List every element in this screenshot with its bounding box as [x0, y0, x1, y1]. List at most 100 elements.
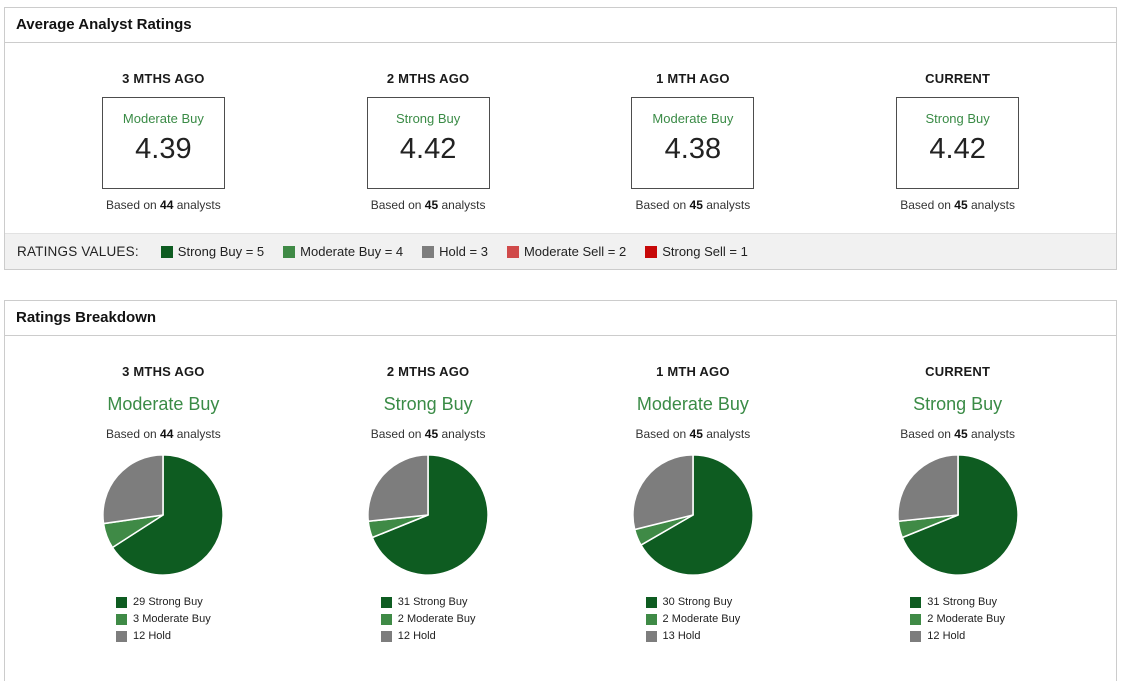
ratings-breakdown-panel: Ratings Breakdown 3 MTHS AGO Moderate Bu… [4, 300, 1117, 681]
hold-swatch-icon [645, 630, 657, 642]
pie-legend-text: 29 Strong Buy [133, 596, 203, 608]
pie-legend-row: 2 Moderate Buy [910, 613, 1005, 625]
based-on-prefix: Based on [900, 427, 951, 441]
consensus-label: Strong Buy [395, 111, 461, 126]
pie-legend-text: 12 Hold [133, 630, 171, 642]
based-on-suffix: analysts [970, 427, 1016, 441]
hold-swatch-icon [910, 630, 922, 642]
based-on-suffix: analysts [970, 198, 1016, 212]
analyst-count: 45 [689, 198, 703, 212]
based-on-prefix: Based on [370, 427, 422, 441]
pie-legend-row: 12 Hold [380, 630, 476, 642]
consensus-label: Strong Buy [913, 394, 1003, 414]
pie-legend: 31 Strong Buy 2 Moderate Buy 12 Hold [910, 596, 1005, 647]
ratings-pie-chart [102, 454, 225, 576]
period-title: CURRENT [925, 364, 991, 379]
rating-value: 4.38 [664, 133, 722, 165]
pie-legend: 30 Strong Buy 2 Moderate Buy 13 Hold [645, 596, 741, 647]
ratings-values-legend-bar: RATINGS VALUES: Strong Buy = 5 Moderate … [5, 233, 1116, 269]
based-on-text: Based on 44 analysts [31, 198, 296, 212]
consensus-label: Moderate Buy [122, 111, 204, 126]
pie-legend-text: 3 Moderate Buy [133, 613, 211, 625]
rating-value: 4.42 [929, 133, 986, 165]
based-on-prefix: Based on [900, 198, 951, 212]
based-on-text: Based on 45 analysts [561, 427, 826, 441]
pie-legend-row: 3 Moderate Buy [116, 613, 211, 625]
pie-legend-row: 12 Hold [910, 630, 1005, 642]
strong-buy-swatch-icon [380, 596, 392, 608]
based-on-text: Based on 45 analysts [296, 427, 561, 441]
ratings-values-label: RATINGS VALUES: [17, 244, 139, 259]
strong-buy-swatch-icon [645, 596, 657, 608]
rating-period-column: 3 MTHS AGO Moderate Buy 4.39 Based on 44… [31, 71, 296, 212]
pie-legend-row: 2 Moderate Buy [380, 613, 476, 625]
strong-buy-swatch-icon [116, 596, 128, 608]
ratings-value-legend-text: Strong Buy = 5 [177, 244, 265, 259]
rating-color-swatch-icon [160, 245, 173, 258]
pie-legend-row: 2 Moderate Buy [645, 613, 740, 625]
rating-color-swatch-icon [283, 245, 296, 258]
consensus-label: Strong Buy [383, 394, 473, 414]
moderate-buy-swatch-icon [645, 613, 657, 625]
rating-period-column: CURRENT Strong Buy 4.42 Based on 45 anal… [825, 71, 1090, 212]
pie-legend-row: 31 Strong Buy [380, 596, 476, 608]
hold-swatch-icon [116, 630, 128, 642]
breakdown-column: 1 MTH AGO Moderate Buy Based on 45 analy… [561, 364, 826, 647]
ratings-pie-chart [367, 454, 489, 576]
pie-legend-text: 12 Hold [927, 630, 966, 642]
period-title: 1 MTH AGO [656, 71, 730, 86]
average-ratings-panel: Average Analyst Ratings 3 MTHS AGO Moder… [4, 7, 1117, 270]
pie-legend-text: 13 Hold [662, 630, 701, 642]
pie-legend-row: 12 Hold [116, 630, 211, 642]
pie-legend-text: 12 Hold [397, 630, 436, 642]
ratings-value-legend-item: Moderate Sell = 2 [506, 244, 626, 259]
period-title: 3 MTHS AGO [122, 71, 205, 86]
moderate-buy-swatch-icon [910, 613, 922, 625]
rating-period-column: 1 MTH AGO Moderate Buy 4.38 Based on 45 … [561, 71, 826, 212]
hold-swatch-icon [380, 630, 392, 642]
rating-box: Moderate Buy 4.38 [631, 97, 755, 189]
rating-value: 4.39 [135, 133, 192, 165]
period-title: 2 MTHS AGO [386, 71, 470, 86]
pie-legend: 29 Strong Buy 3 Moderate Buy 12 Hold [116, 596, 211, 647]
moderate-buy-swatch-icon [116, 613, 128, 625]
ratings-breakdown-columns: 3 MTHS AGO Moderate Buy Based on 44 anal… [5, 336, 1116, 647]
breakdown-column: 3 MTHS AGO Moderate Buy Based on 44 anal… [31, 364, 296, 647]
pie-legend-text: 2 Moderate Buy [927, 613, 1005, 625]
ratings-value-legend-item: Moderate Buy = 4 [283, 244, 403, 259]
analyst-count: 44 [160, 427, 174, 441]
consensus-label: Strong Buy [925, 111, 990, 126]
ratings-value-legend-text: Strong Sell = 1 [662, 244, 748, 259]
ratings-value-legend-text: Moderate Buy = 4 [300, 244, 404, 259]
analyst-count: 45 [424, 198, 439, 212]
ratings-value-legend-text: Hold = 3 [439, 244, 488, 259]
analyst-count: 45 [689, 427, 703, 441]
based-on-prefix: Based on [370, 198, 422, 212]
consensus-label: Moderate Buy [107, 394, 220, 414]
based-on-text: Based on 45 analysts [825, 427, 1090, 441]
average-ratings-columns: 3 MTHS AGO Moderate Buy 4.39 Based on 44… [5, 43, 1116, 212]
breakdown-column: 2 MTHS AGO Strong Buy Based on 45 analys… [296, 364, 561, 647]
ratings-values-items: Strong Buy = 5 Moderate Buy = 4 Hold = 3… [160, 244, 748, 259]
ratings-pie-chart [632, 454, 754, 576]
based-on-text: Based on 45 analysts [825, 198, 1090, 212]
based-on-prefix: Based on [635, 198, 687, 212]
rating-box: Moderate Buy 4.39 [101, 97, 225, 189]
based-on-text: Based on 44 analysts [31, 427, 296, 441]
pie-legend-text: 2 Moderate Buy [397, 613, 476, 625]
based-on-prefix: Based on [105, 427, 157, 441]
pie-legend-row: 31 Strong Buy [910, 596, 1005, 608]
rating-period-column: 2 MTHS AGO Strong Buy 4.42 Based on 45 a… [296, 71, 561, 212]
rating-value: 4.42 [399, 133, 457, 165]
strong-buy-swatch-icon [910, 596, 922, 608]
pie-legend-row: 30 Strong Buy [645, 596, 741, 608]
pie-legend-text: 31 Strong Buy [397, 596, 468, 608]
based-on-suffix: analysts [706, 427, 751, 441]
based-on-text: Based on 45 analysts [296, 198, 561, 212]
based-on-suffix: analysts [441, 427, 486, 441]
ratings-value-legend-item: Hold = 3 [422, 244, 488, 259]
pie-legend-row: 29 Strong Buy [116, 596, 211, 608]
analyst-count: 44 [160, 198, 174, 212]
breakdown-column: CURRENT Strong Buy Based on 45 analysts … [825, 364, 1090, 647]
based-on-suffix: analysts [441, 198, 486, 212]
